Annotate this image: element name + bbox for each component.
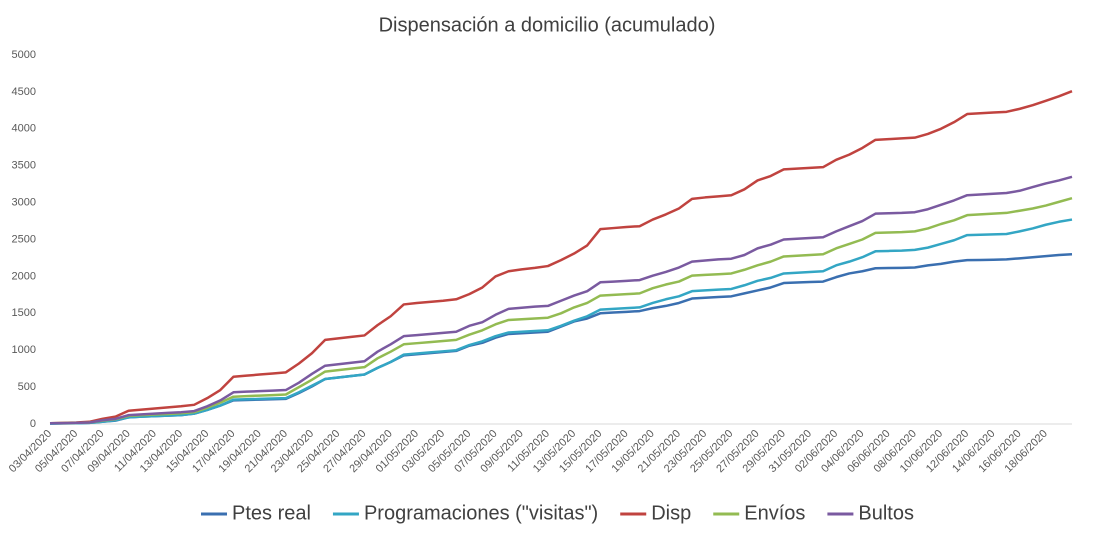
series-line: [49, 175, 1073, 425]
series-line: [49, 89, 1073, 425]
y-tick-label: 1000: [12, 344, 36, 356]
legend-label: Bultos: [858, 502, 914, 524]
y-tick-label: 2000: [12, 270, 36, 282]
series-line: [49, 253, 1073, 425]
y-tick-label: 1500: [12, 307, 36, 319]
y-tick-label: 500: [18, 381, 36, 393]
y-tick-label: 4500: [12, 86, 36, 98]
legend: Ptes real Programaciones ("visitas") Disp E…: [201, 502, 914, 524]
y-tick-label: 2500: [12, 233, 36, 245]
legend-label: Envíos: [744, 502, 805, 524]
legend-label: Ptes real: [232, 502, 311, 524]
series-line: [49, 218, 1073, 425]
y-tick-label: 3000: [12, 197, 36, 209]
legend-label: Disp: [651, 502, 691, 524]
chart-title: Dispensación a domicilio (acumulado): [379, 14, 716, 36]
legend-label: Programaciones ("visitas"): [364, 502, 598, 524]
y-tick-label: 3500: [12, 160, 36, 172]
y-tick-label: 5000: [12, 49, 36, 61]
y-tick-label: 4000: [12, 123, 36, 135]
series-line: [49, 196, 1073, 425]
y-tick-label: 0: [30, 418, 36, 430]
